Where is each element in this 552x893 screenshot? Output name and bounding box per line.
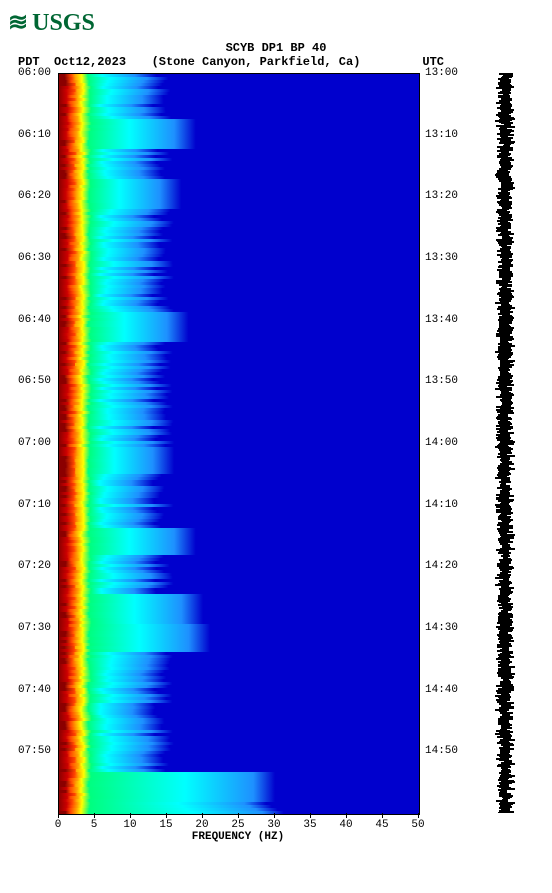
pdt-tick: 06:30	[18, 252, 51, 264]
freq-tick: 0	[55, 819, 62, 831]
freq-tick: 45	[375, 819, 388, 831]
utc-tick: 14:40	[425, 684, 458, 696]
utc-tick: 13:00	[425, 67, 458, 79]
logo-wave-icon: ≋	[8, 8, 28, 37]
pdt-time-axis: 06:0006:1006:2006:3006:4006:5007:0007:10…	[8, 73, 53, 813]
chart-area: 06:0006:1006:2006:3006:4006:5007:0007:10…	[8, 73, 544, 863]
freq-tick: 5	[91, 819, 98, 831]
pdt-tick: 06:00	[18, 67, 51, 79]
chart-subheader: PDT Oct12,2023 (Stone Canyon, Parkfield,…	[8, 55, 544, 69]
utc-tick: 13:50	[425, 375, 458, 387]
utc-tick: 13:40	[425, 314, 458, 326]
pdt-tick: 07:20	[18, 560, 51, 572]
freq-tick: 50	[411, 819, 424, 831]
pdt-tick: 07:00	[18, 437, 51, 449]
utc-time-axis: 13:0013:1013:2013:3013:4013:5014:0014:10…	[423, 73, 473, 813]
pdt-tick: 06:50	[18, 375, 51, 387]
pdt-tick: 07:40	[18, 684, 51, 696]
usgs-logo: ≋USGS	[8, 8, 544, 37]
utc-tick: 14:30	[425, 622, 458, 634]
utc-tick: 13:10	[425, 129, 458, 141]
pdt-tick: 06:40	[18, 314, 51, 326]
freq-tick: 15	[159, 819, 172, 831]
freq-tick: 40	[339, 819, 352, 831]
freq-tick: 30	[267, 819, 280, 831]
pdt-tick: 07:30	[18, 622, 51, 634]
pdt-tick: 07:50	[18, 745, 51, 757]
waveform-trace	[483, 73, 528, 813]
freq-tick: 10	[123, 819, 136, 831]
utc-tick: 14:20	[425, 560, 458, 572]
utc-tick: 14:00	[425, 437, 458, 449]
freq-tick: 35	[303, 819, 316, 831]
spectrogram-plot	[58, 73, 420, 815]
freq-tick: 20	[195, 819, 208, 831]
utc-tick: 13:20	[425, 190, 458, 202]
x-axis-label: FREQUENCY (HZ)	[58, 831, 418, 843]
chart-title: SCYB DP1 BP 40	[8, 41, 544, 55]
pdt-tick: 06:20	[18, 190, 51, 202]
pdt-tick: 06:10	[18, 129, 51, 141]
utc-tick: 14:10	[425, 499, 458, 511]
utc-tick: 14:50	[425, 745, 458, 757]
freq-tick: 25	[231, 819, 244, 831]
pdt-tick: 07:10	[18, 499, 51, 511]
utc-tick: 13:30	[425, 252, 458, 264]
